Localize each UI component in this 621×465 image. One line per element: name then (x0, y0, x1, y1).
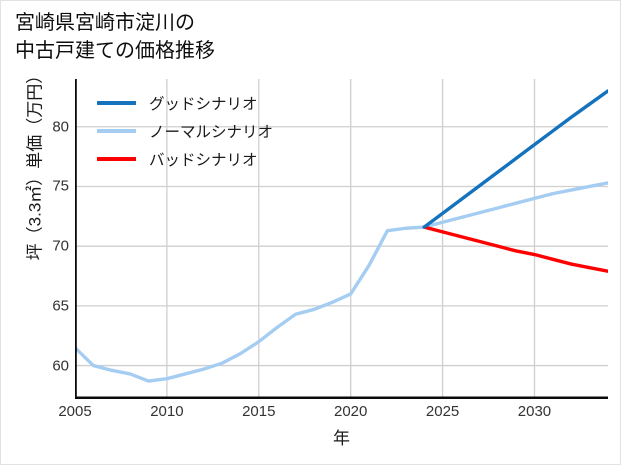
legend-item-label: グッドシナリオ (149, 96, 258, 113)
x-tick-label: 2015 (242, 403, 276, 420)
x-tick-label: 2010 (150, 403, 184, 420)
x-axis-ticks: 2005 2010 2015 2020 2025 2030 (58, 403, 608, 425)
grid-lines (75, 79, 608, 399)
chart-legend: グッドシナリオ ノーマルシナリオ バッドシナリオ (97, 89, 312, 173)
legend-item-label: バッドシナリオ (149, 152, 258, 169)
chart-title: 宮崎県宮崎市淀川の 中古戸建ての価格推移 (15, 12, 215, 63)
x-tick-label: 2025 (425, 403, 460, 420)
y-tick-label: 75 (52, 177, 69, 195)
legend-item-label: ノーマルシナリオ (149, 124, 274, 141)
legend-item[interactable]: バッドシナリオ (97, 145, 312, 173)
y-tick-label: 80 (52, 118, 69, 136)
y-axis-ticks: 60 65 70 75 80 (1, 79, 69, 399)
x-tick-label: 2030 (517, 403, 552, 420)
legend-item[interactable]: ノーマルシナリオ (97, 117, 312, 145)
x-tick-label: 2005 (58, 403, 92, 420)
legend-swatch-icon (97, 129, 136, 133)
plot-area (75, 79, 608, 399)
plot-svg (75, 79, 608, 399)
legend-swatch-icon (97, 157, 136, 161)
x-tick-label: 2020 (334, 403, 368, 420)
series-lines (75, 89, 608, 383)
legend-item[interactable]: グッドシナリオ (97, 89, 312, 117)
y-tick-label: 70 (52, 237, 69, 255)
y-tick-label: 65 (52, 297, 69, 315)
axis-spines (75, 79, 608, 399)
x-axis-label: 年 (333, 429, 350, 448)
legend-swatch-icon (97, 101, 136, 105)
series-line (75, 181, 608, 383)
series-line (422, 89, 608, 229)
y-tick-label: 60 (52, 357, 69, 375)
series-line (422, 225, 608, 273)
